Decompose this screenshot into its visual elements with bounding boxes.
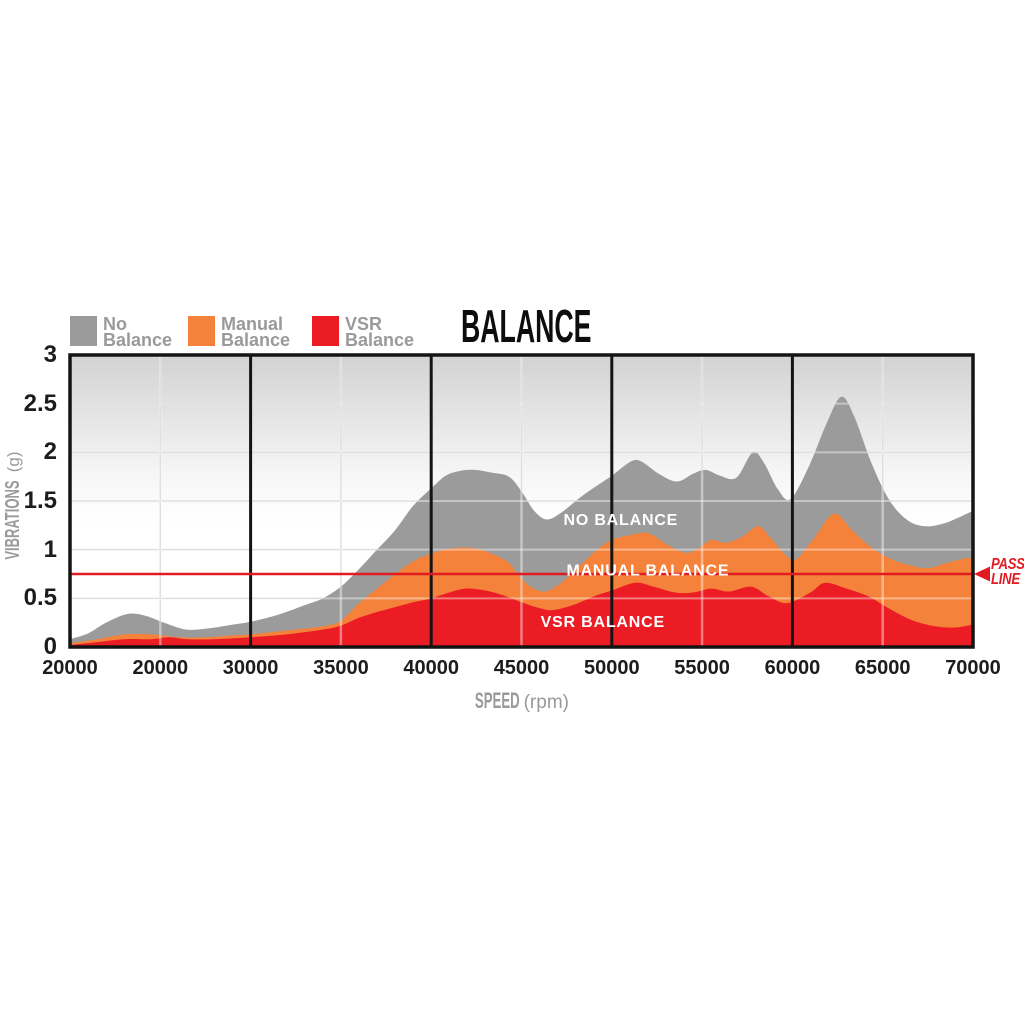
area-label: MANUAL BALANCE — [566, 563, 729, 580]
x-tick-label: 35000 — [313, 657, 369, 679]
area-label: NO BALANCE — [563, 512, 678, 529]
y-tick-label: 1.5 — [23, 487, 57, 514]
legend-swatch-manual — [188, 316, 215, 346]
pass-line-label: PASS LINE — [991, 556, 1024, 588]
plot-border — [68, 353, 975, 649]
y-axis-title: VIBRATIONS (g) — [2, 355, 30, 655]
x-tick-label: 55000 — [674, 657, 730, 679]
legend-label: Manual Balance — [221, 314, 291, 350]
x-axis-title-unit: (rpm) — [523, 692, 569, 713]
y-tick-label: 0 — [43, 633, 57, 660]
y-axis-title-main: VIBRATIONS — [2, 480, 24, 560]
legend-swatch-no — [70, 316, 97, 346]
legend-item-no: No Balance — [70, 314, 173, 350]
x-tick-label: 20000 — [132, 657, 189, 679]
x-axis-title-main: SPEED — [474, 688, 520, 713]
chart-title: BALANCE — [461, 300, 592, 352]
legend-label: VSR Balance — [345, 314, 415, 350]
pass-line-label-line2: LINE — [991, 571, 1020, 588]
x-tick-label: 60000 — [764, 657, 821, 679]
pass-line-arrow-icon — [974, 566, 990, 582]
x-tick-label: 50000 — [583, 657, 640, 679]
legend-item-manual: Manual Balance — [188, 314, 291, 350]
y-tick-label: 1 — [43, 535, 57, 563]
y-tick-label: 2 — [43, 438, 57, 466]
series-area-vsr-balance — [70, 582, 973, 647]
legend-swatch-vsr — [312, 316, 339, 346]
x-tick-label: 70000 — [945, 657, 1001, 679]
x-axis-title: SPEED (rpm) — [70, 688, 973, 714]
x-tick-label: 20000 — [42, 657, 98, 679]
y-tick-label: 3 — [43, 341, 57, 368]
x-tick-label: 40000 — [403, 657, 459, 679]
x-tick-label: 30000 — [222, 657, 279, 679]
x-tick-label: 65000 — [854, 657, 911, 679]
legend-label: No Balance — [103, 314, 173, 350]
area-label: VSR BALANCE — [541, 614, 665, 631]
pass-line-label-line1: PASS — [991, 556, 1024, 573]
y-tick-label: 2.5 — [23, 389, 57, 417]
x-tick-label: 45000 — [493, 657, 550, 679]
legend-item-vsr: VSR Balance — [312, 314, 415, 350]
y-tick-label: 0.5 — [23, 584, 57, 612]
y-axis-title-unit: (g) — [4, 451, 23, 473]
